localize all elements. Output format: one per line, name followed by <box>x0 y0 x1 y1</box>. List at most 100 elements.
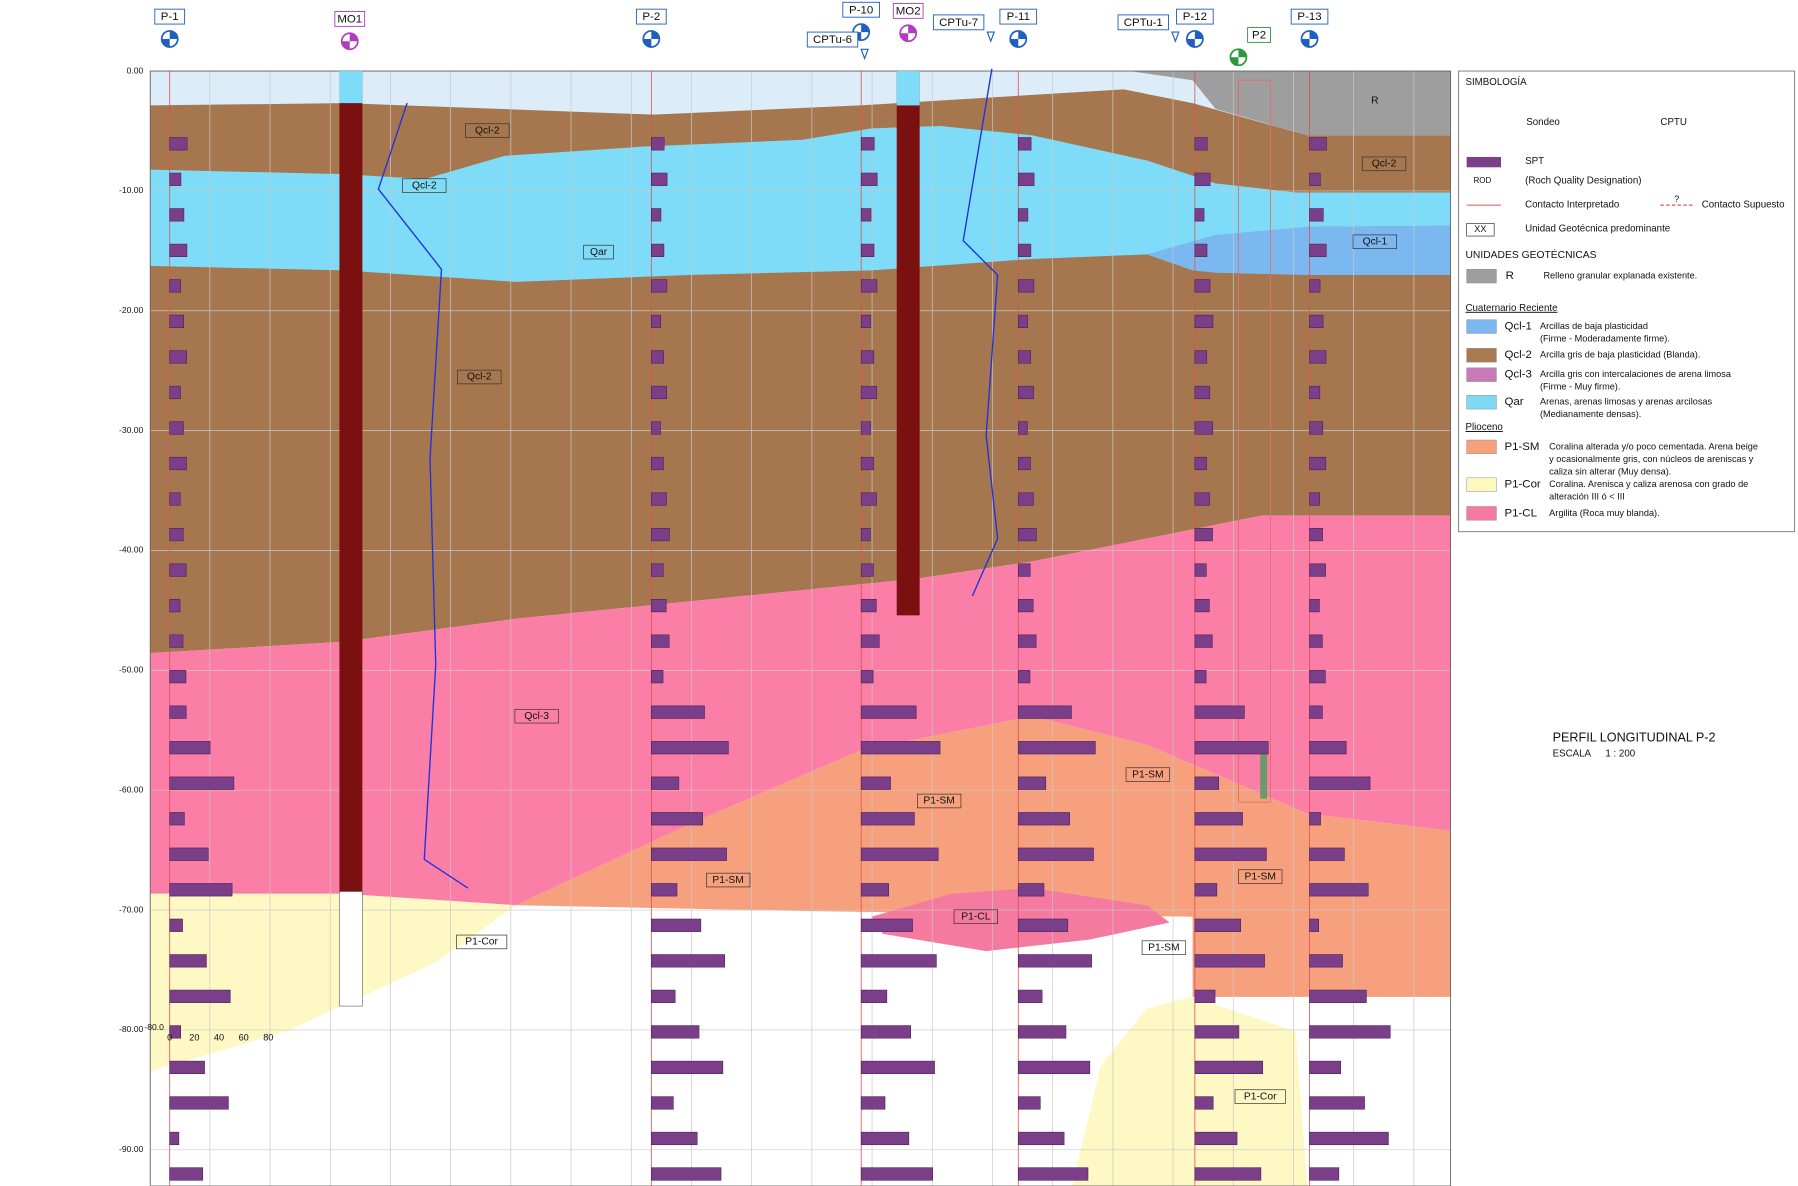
spt-bar <box>1194 350 1208 364</box>
spt-bar <box>169 776 235 790</box>
spt-bar <box>169 670 187 684</box>
borehole-tag <box>1290 8 1329 25</box>
legend-text: caliza sin alterar (Muy densa). <box>1549 467 1671 477</box>
borehole-tag <box>1176 8 1214 25</box>
legend-xx <box>1466 223 1495 237</box>
spt-bar <box>1194 989 1216 1003</box>
unit-tag <box>1141 940 1187 955</box>
spt-bar <box>169 741 211 755</box>
unit-tag <box>456 934 508 950</box>
unit-tag <box>706 872 751 888</box>
spt-bar <box>169 492 181 506</box>
depth-label: -10.00 <box>119 185 144 195</box>
spt-bar <box>1194 208 1205 222</box>
spt-bar <box>1017 385 1034 400</box>
spt-bar <box>1309 421 1324 435</box>
cptu7-curve <box>962 68 999 597</box>
borehole-label: P-12 <box>1183 11 1207 23</box>
spt-bar <box>1017 421 1028 435</box>
spt-bar <box>1309 243 1327 257</box>
spt-bar <box>169 989 231 1003</box>
profile-layer: 0.00 -10.00 -20.00 -30.00 -40.00 -50.00 -60.00… <box>119 1 1796 1186</box>
borehole-label: CPTu-7 <box>939 17 978 29</box>
spt-bar <box>1309 492 1320 506</box>
spt-bar <box>860 137 875 151</box>
p2-column <box>1237 79 1272 803</box>
spt-bar <box>860 563 874 577</box>
spt-bar <box>1017 456 1031 471</box>
spt-bar <box>1194 243 1208 257</box>
depth-label: 0.00 <box>127 65 144 75</box>
spt-bar <box>169 527 184 542</box>
borehole-label: P-2 <box>642 11 660 23</box>
spt-bar <box>1194 1096 1214 1110</box>
legend-swatch <box>1466 506 1497 521</box>
unit-label: P1-SM <box>1132 769 1163 780</box>
spt-bar <box>651 456 664 471</box>
spt-bar <box>169 563 187 577</box>
spt-bar <box>860 172 878 186</box>
spt-bar <box>1309 563 1326 577</box>
legend-text: Arcilla gris de baja plasticidad (Blanda… <box>1540 350 1700 360</box>
spt-bar <box>860 243 875 257</box>
legend-box <box>1458 70 1796 533</box>
spt-bar <box>860 1025 911 1039</box>
unit-label: P1-SM <box>1148 942 1179 953</box>
spt-bar <box>860 527 871 542</box>
qcl1 <box>1146 225 1451 276</box>
unit-tag <box>1234 1089 1286 1104</box>
cptu-symbol <box>860 48 869 61</box>
borehole-label: P-10 <box>849 4 873 16</box>
unit-tag <box>457 369 502 385</box>
spt-bar <box>1309 1167 1340 1181</box>
spt-bar <box>651 314 662 329</box>
spt-bar <box>1309 456 1327 471</box>
spt-bar <box>169 954 207 968</box>
spt-scale-tick: 20 <box>189 1033 199 1043</box>
borehole-tag <box>842 1 880 18</box>
legend-spt <box>1466 156 1502 168</box>
spt-bar <box>1194 385 1211 400</box>
legend-text: Qar <box>1504 396 1523 408</box>
legend-text: alteración III ó < III <box>1549 492 1625 502</box>
mo1-water <box>339 71 363 104</box>
spt-bar <box>169 1096 229 1110</box>
spt-bar <box>651 350 664 364</box>
scale-label: ESCALA <box>1553 749 1592 760</box>
spt-bar <box>1309 350 1327 364</box>
spt-bar <box>169 599 181 613</box>
unit-tag <box>402 178 447 193</box>
unit-label: P1-SM <box>1244 871 1275 882</box>
spt-bar <box>169 243 188 257</box>
spt-bar <box>860 883 889 897</box>
spt-bar <box>651 883 678 897</box>
spt-bar <box>1017 599 1034 613</box>
p1-cor-right <box>1072 996 1308 1186</box>
borehole-label: P-11 <box>1007 11 1030 23</box>
spt-bar <box>169 279 182 293</box>
spt-bar <box>1017 350 1031 364</box>
borehole-symbol-fill <box>1186 30 1203 47</box>
spt-bar <box>651 741 729 755</box>
unit-label: P1-SM <box>712 875 743 886</box>
spt-bar <box>1194 1025 1240 1039</box>
qcl3 <box>150 515 1451 906</box>
spt-bar <box>651 1096 674 1110</box>
spt-bar <box>860 847 939 861</box>
spt-bar <box>1017 1025 1067 1039</box>
qar <box>150 126 1451 282</box>
spt-bar <box>860 670 874 684</box>
legend-text: ? <box>1674 194 1679 204</box>
spt-bar <box>1017 208 1029 222</box>
spt-bar <box>1017 883 1045 897</box>
legend-text: Relleno granular explanada existente. <box>1543 271 1697 281</box>
unit-label: Qcl-2 <box>467 372 492 383</box>
spt-bar <box>169 705 187 719</box>
profile-title: PERFIL LONGITUDINAL P-2 <box>1553 730 1716 744</box>
legend-text: y ocasionalmente gris, con núcleos de ar… <box>1549 454 1754 464</box>
spt-bar <box>1194 1167 1262 1181</box>
spt-bar <box>651 1060 724 1074</box>
spt-bar <box>1194 421 1214 435</box>
spt-bar <box>1017 314 1028 329</box>
spt-bar <box>1017 1060 1091 1074</box>
